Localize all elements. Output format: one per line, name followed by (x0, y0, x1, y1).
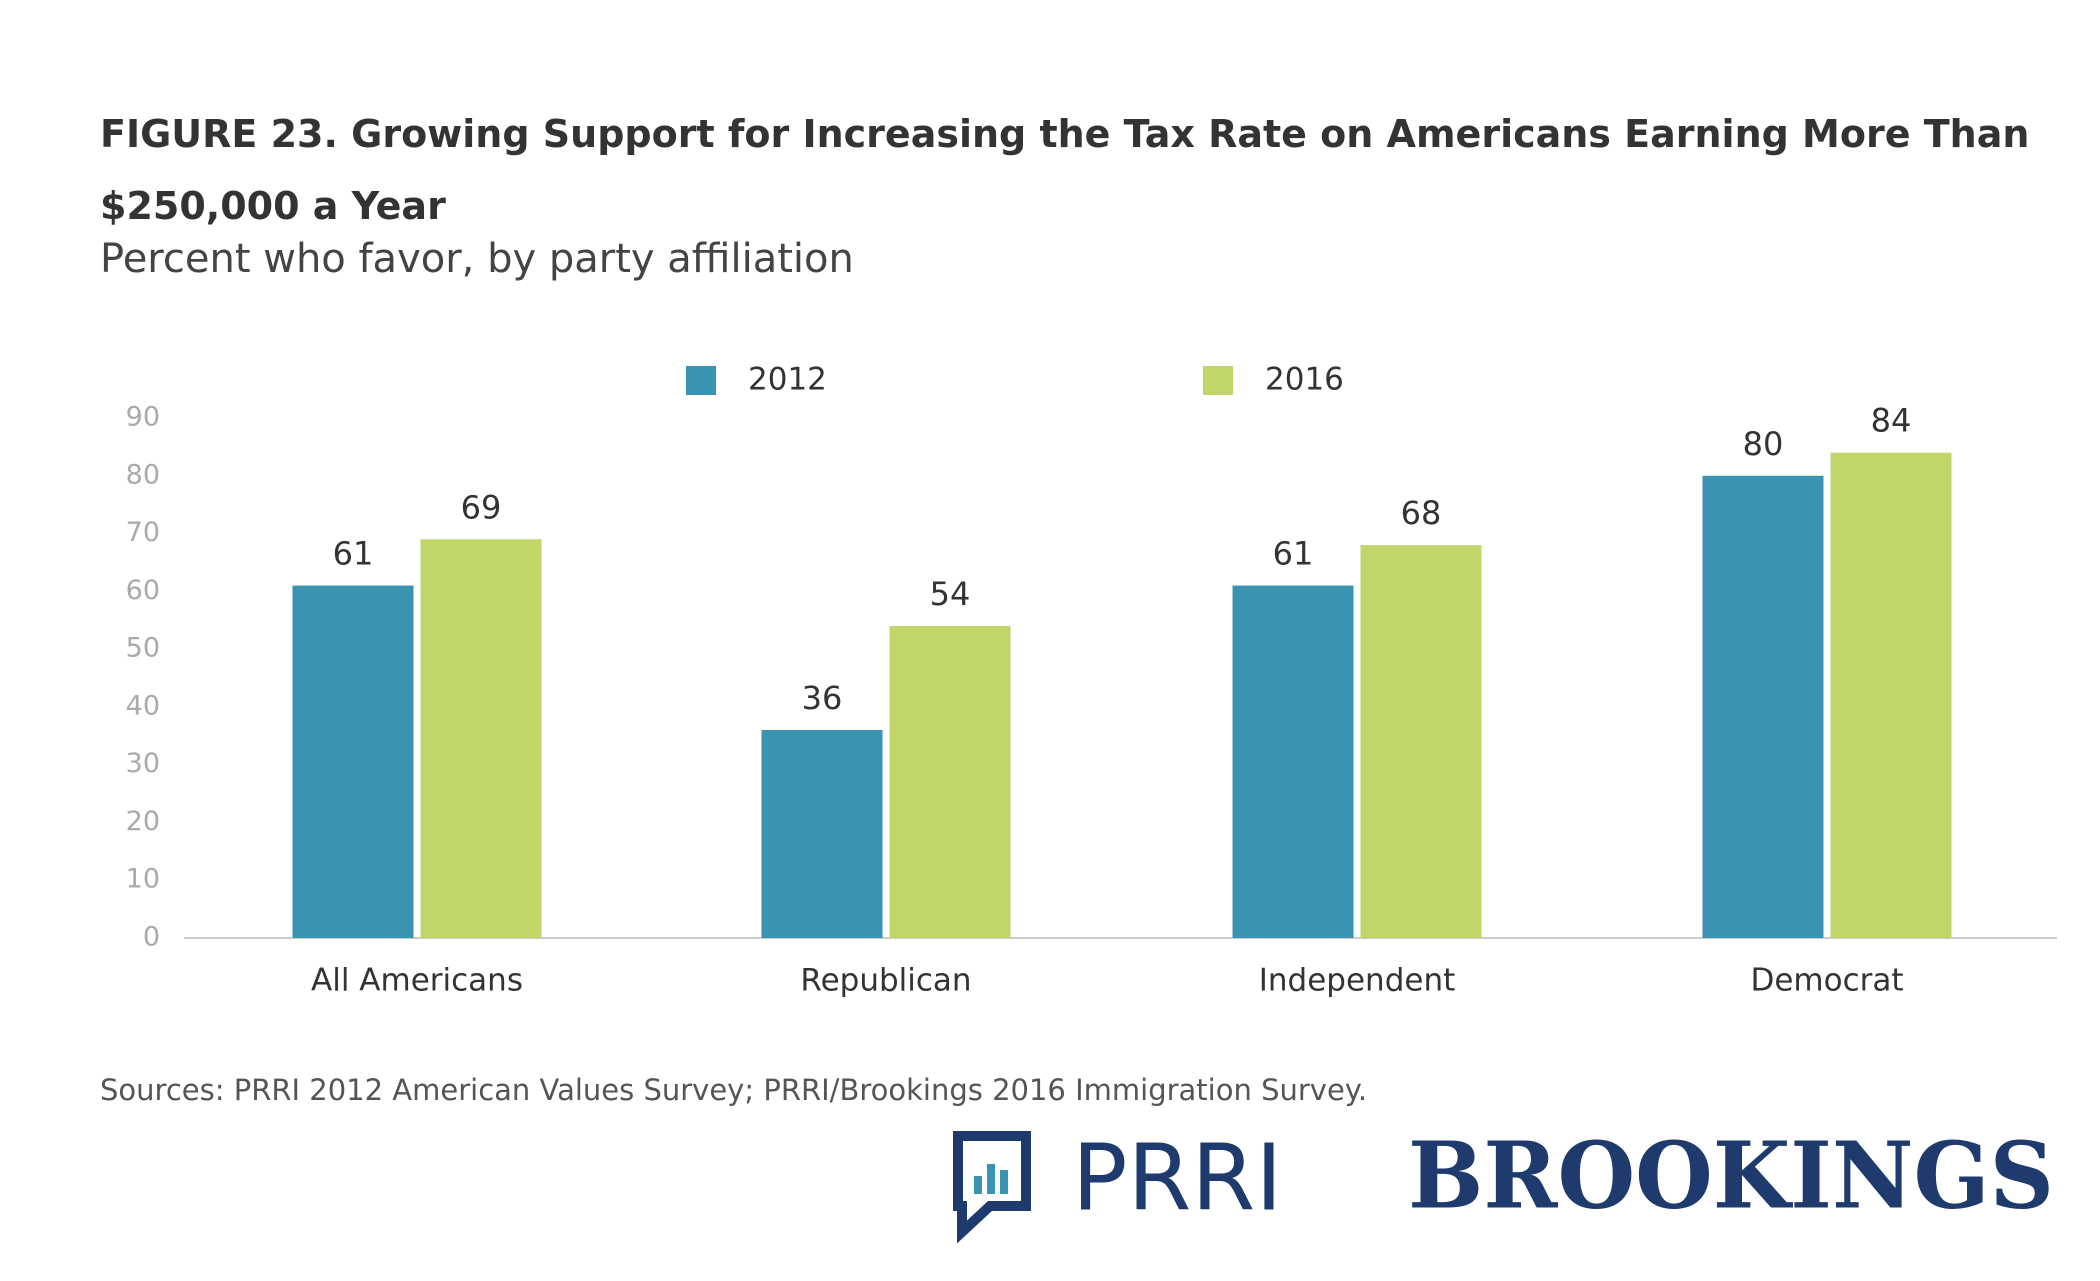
legend-label: 2016 (1265, 362, 1344, 398)
legend-swatch (1203, 366, 1233, 395)
value-label: 80 (1743, 425, 1784, 463)
bar (420, 539, 542, 938)
legend-swatch (686, 366, 716, 395)
x-tick-label: Republican (800, 963, 971, 999)
y-tick-label: 20 (126, 806, 160, 837)
chart-subtitle: Percent who favor, by party affiliation (100, 236, 854, 282)
value-label: 69 (461, 488, 502, 526)
prri-logo: PRRI (1072, 1124, 1282, 1231)
y-tick-label: 50 (126, 633, 160, 664)
value-label: 84 (1871, 402, 1912, 440)
prri-icon (953, 1131, 1031, 1244)
y-tick-label: 10 (126, 864, 160, 895)
x-tick-label: All Americans (311, 963, 523, 999)
bar (1830, 452, 1952, 938)
legend-label: 2012 (748, 362, 827, 398)
chart-title: FIGURE 23. Growing Support for Increasin… (100, 112, 2030, 228)
y-tick-label: 0 (143, 922, 160, 953)
value-label: 68 (1401, 494, 1442, 532)
source-note: Sources: PRRI 2012 American Values Surve… (100, 1073, 1367, 1107)
value-label: 61 (1273, 535, 1314, 573)
bar (292, 585, 414, 938)
bar (1702, 475, 1824, 938)
bar (761, 730, 883, 938)
y-tick-label: 40 (126, 690, 160, 721)
y-tick-label: 80 (126, 459, 160, 490)
y-tick-label: 60 (126, 575, 160, 606)
value-label: 36 (802, 679, 843, 717)
value-label: 54 (930, 575, 971, 613)
x-tick-label: Democrat (1750, 963, 1903, 999)
brookings-logo: BROOKINGS (1408, 1122, 2054, 1230)
x-tick-label: Independent (1259, 963, 1456, 999)
value-label: 61 (333, 535, 374, 573)
bar (1360, 545, 1482, 938)
bar (1232, 585, 1354, 938)
bar (889, 626, 1011, 938)
y-tick-label: 30 (126, 748, 160, 779)
y-tick-label: 70 (126, 517, 160, 548)
y-tick-label: 90 (126, 402, 160, 433)
